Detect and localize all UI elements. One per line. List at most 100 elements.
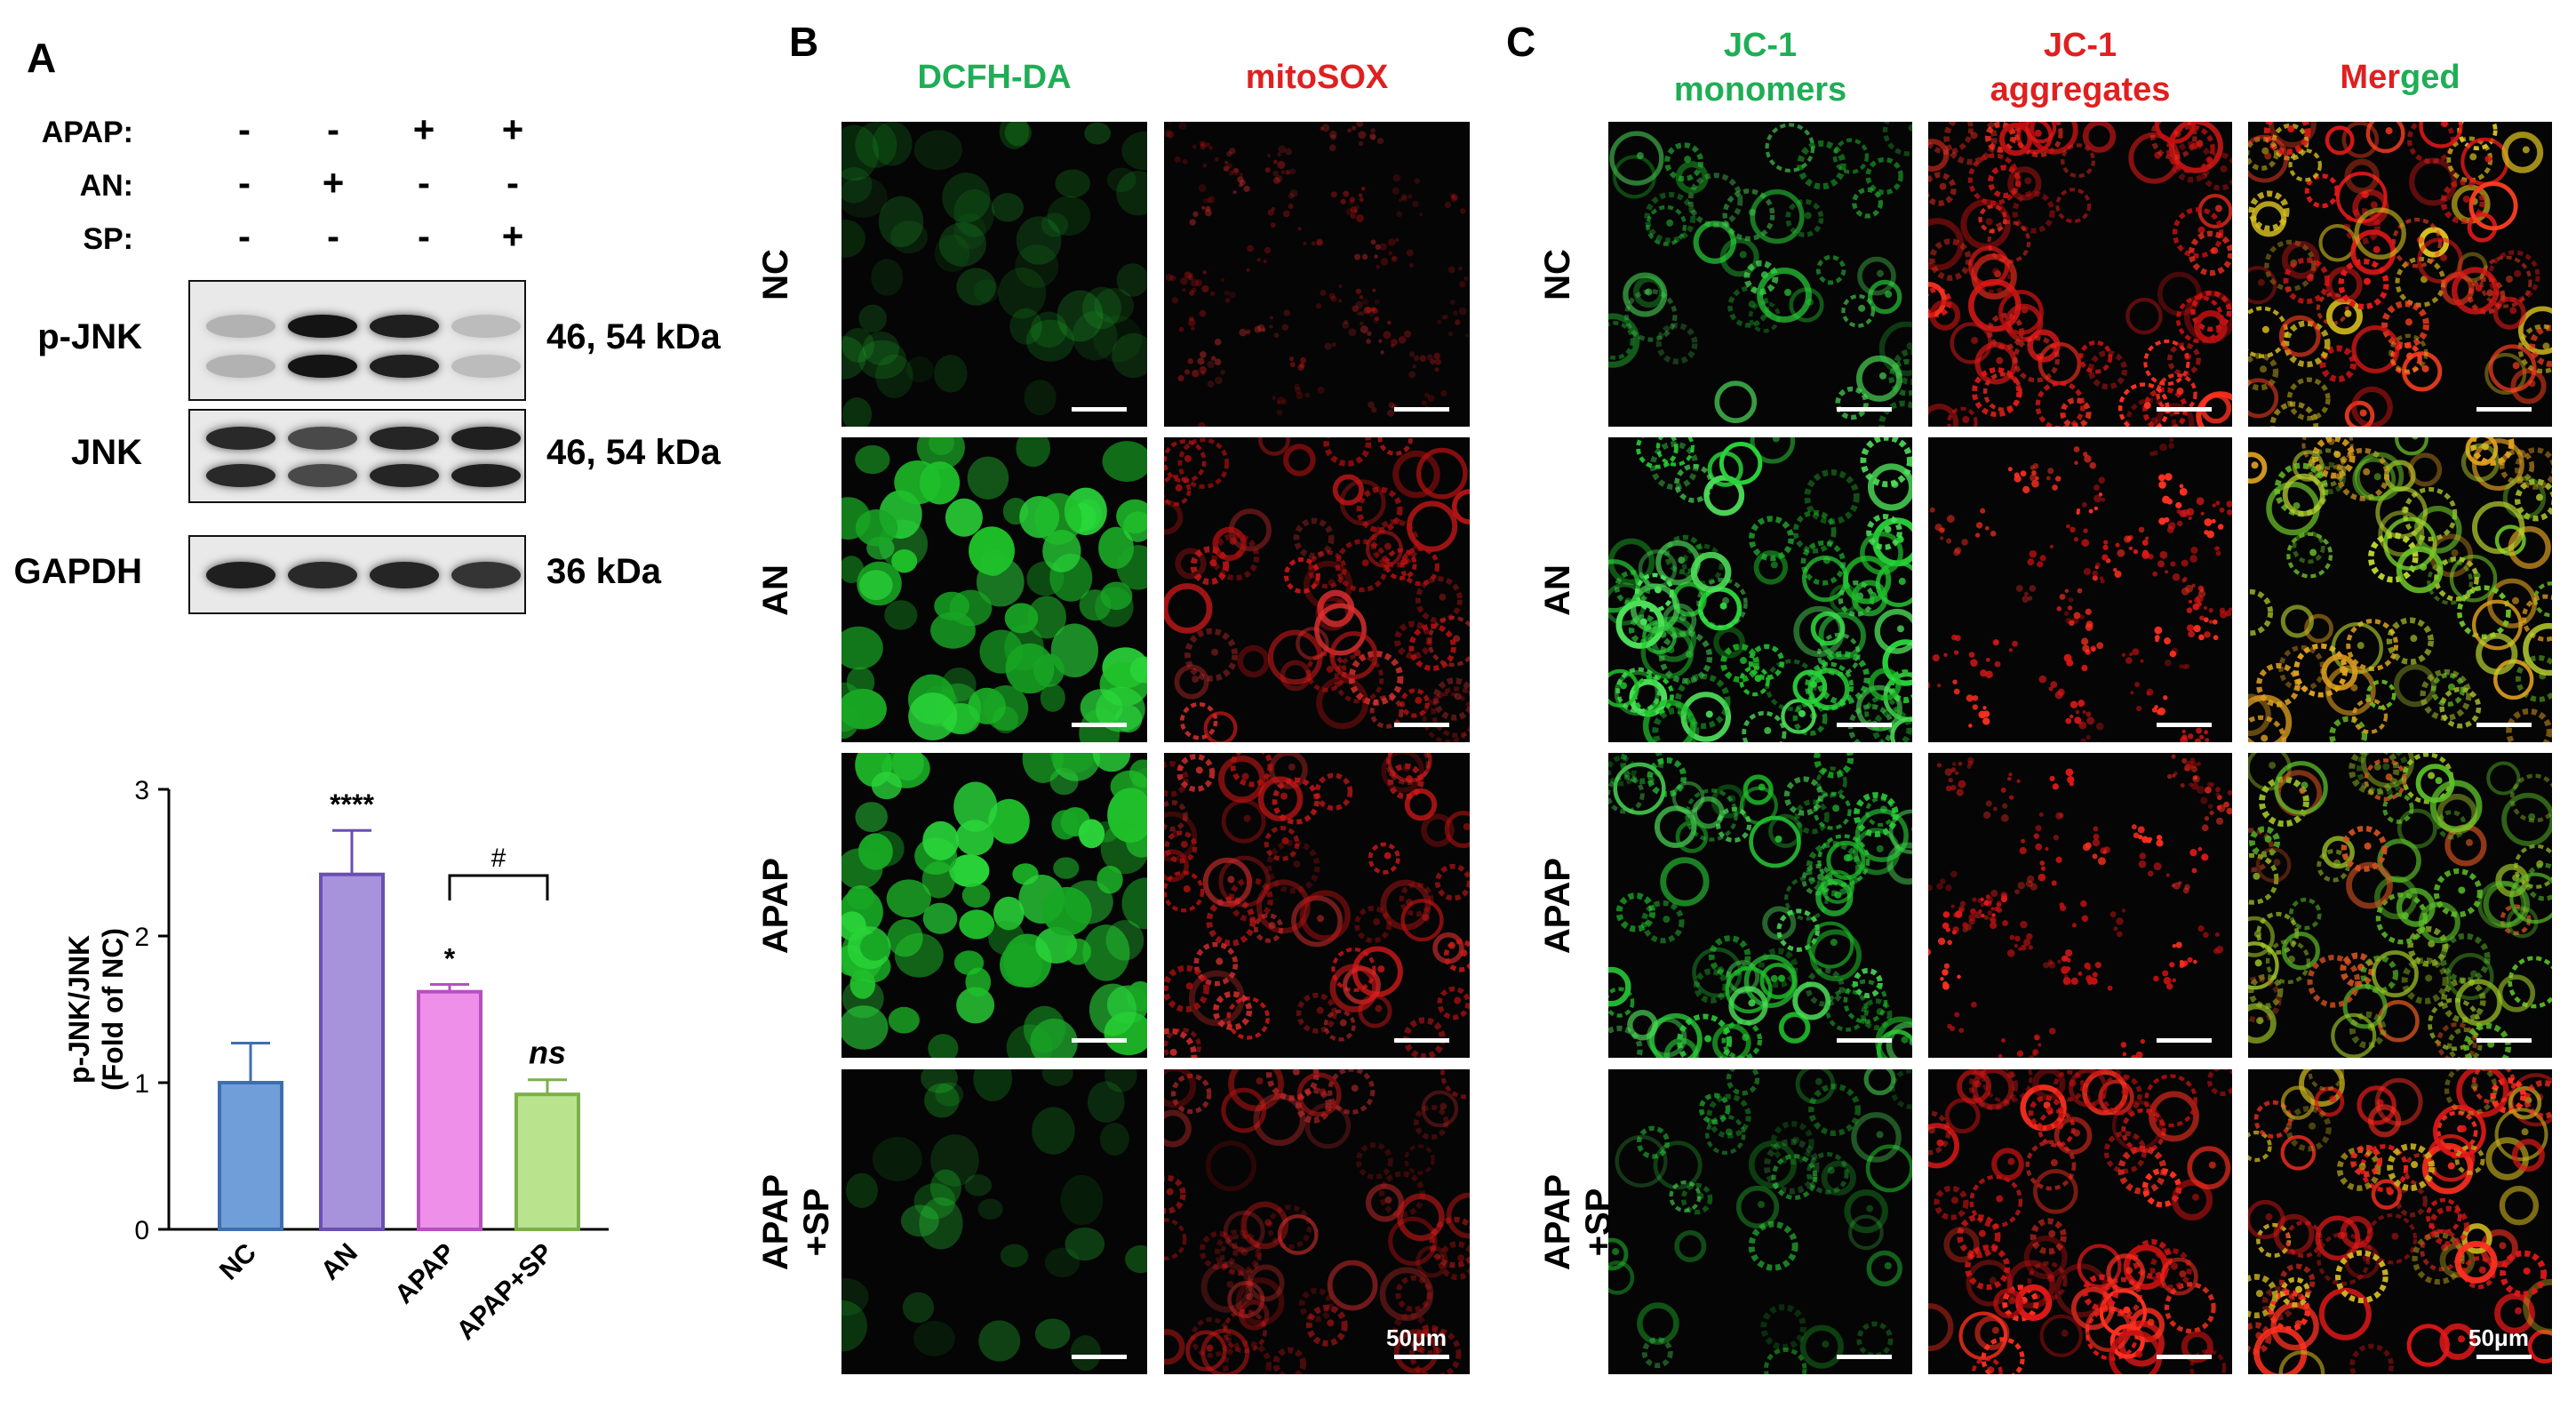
bar [319, 872, 385, 1231]
protein-band [206, 315, 275, 339]
protein-band [288, 426, 357, 450]
condition-label: SP: [83, 222, 133, 256]
panel-b-row-label: AN [755, 519, 844, 661]
row-label-line: APAP [756, 1173, 795, 1270]
jc1-merged-image [2248, 753, 2552, 1058]
comparison-bracket [448, 874, 549, 900]
mitosox-image [1164, 753, 1470, 1058]
protein-band [370, 464, 439, 488]
protein-band [451, 561, 521, 588]
category-label: APAP [389, 1238, 461, 1310]
micrograph-cells [1608, 1069, 1912, 1374]
micrograph-cells [1164, 753, 1470, 1058]
scale-bar [1394, 723, 1449, 727]
scale-bar [1072, 1038, 1127, 1043]
mitosox-image [1164, 122, 1470, 427]
micrograph-cells [1928, 754, 2232, 1058]
jc1-monomers-image [1608, 1069, 1912, 1374]
row-label-line: AN [1538, 564, 1577, 616]
blot-label: GAPDH [13, 551, 142, 591]
micrograph-cells [2248, 753, 2552, 1058]
panel-c-letter: C [1506, 19, 1536, 65]
protein-band [451, 315, 521, 339]
category-label: AN [315, 1238, 363, 1286]
scale-bar [2476, 723, 2532, 727]
jc1-monomers-image [1608, 437, 1912, 742]
scale-bar [2476, 407, 2532, 412]
scale-bar [2157, 407, 2212, 412]
jc1-merged-image: 50μm [2248, 1069, 2552, 1374]
y-axis-label: p-JNK/JNK(Fold of NC) [63, 928, 129, 1091]
scale-bar [1837, 723, 1892, 727]
row-label-line: +SP [797, 1188, 836, 1256]
significance-mark: ns [529, 1035, 566, 1071]
micrograph-cells [841, 1069, 1147, 1372]
scale-bar [1072, 1355, 1127, 1359]
micrograph-cells [841, 437, 1147, 742]
y-tick-label: 0 [134, 1216, 149, 1245]
blot-label: p-JNK [37, 317, 142, 356]
blot-image [188, 409, 526, 503]
scale-bar [1072, 723, 1127, 727]
category-label: NC [214, 1238, 262, 1286]
y-tick-label: 1 [134, 1069, 149, 1099]
protein-band [288, 464, 357, 488]
row-label-line: APAP [1538, 1173, 1577, 1270]
jc1-merged-image [2248, 122, 2552, 427]
bar [218, 1081, 283, 1231]
panel-b-letter: B [789, 19, 819, 65]
condition-sign: + [322, 162, 345, 204]
condition-sign: + [501, 215, 524, 257]
scale-bar [2476, 1355, 2532, 1359]
condition-sign: + [412, 108, 435, 150]
panel-b-row-label: APAP [755, 835, 844, 977]
protein-band [206, 355, 275, 379]
condition-sign: - [238, 108, 251, 150]
row-label-line: NC [1538, 248, 1577, 300]
panel-b-column-header: DCFH-DA [917, 59, 1072, 96]
jc1-aggregates-image [1928, 753, 2232, 1058]
comparison-mark: # [491, 844, 506, 873]
row-label-line: APAP [1538, 857, 1577, 954]
condition-label: AN: [79, 169, 133, 203]
mitosox-image: 50μm [1164, 1069, 1470, 1374]
blot-image [188, 280, 526, 401]
blot-image [188, 535, 526, 614]
panel-b-column-header: mitoSOX [1245, 59, 1389, 96]
protein-band [370, 426, 439, 450]
panel-b-row-label: APAP +SP [755, 1151, 844, 1293]
micrograph-cells [1164, 1069, 1470, 1374]
jc1-merged-image [2248, 437, 2552, 742]
header-line: JC-1 [2043, 27, 2117, 64]
protein-band [451, 426, 521, 450]
scale-bar [1394, 1038, 1449, 1043]
protein-band [288, 561, 357, 588]
micrograph-cells [2248, 437, 2552, 742]
condition-sign: - [418, 215, 430, 257]
jc1-monomers-image [1608, 753, 1912, 1058]
condition-sign: - [238, 162, 251, 204]
condition-sign: - [238, 215, 251, 257]
protein-band [288, 315, 357, 339]
protein-band [206, 561, 275, 588]
micrograph-cells [1928, 1069, 2232, 1374]
jc1-aggregates-image [1928, 437, 2232, 742]
dcfh-da-image [841, 753, 1147, 1058]
panel-b-row-label: NC [755, 204, 844, 346]
micrograph-cells [1928, 437, 2232, 742]
row-label-line: AN [756, 564, 795, 616]
merged-green-part: ged [2400, 59, 2460, 96]
header-line: aggregates [1990, 71, 2171, 108]
protein-band [451, 464, 521, 488]
dcfh-da-image [841, 1069, 1147, 1374]
category-label: APAP+SP [451, 1238, 559, 1346]
panel-c-column-header: JC-1 monomers [1608, 23, 1912, 112]
micrograph-cells [2248, 1069, 2552, 1374]
micrograph-cells [1164, 122, 1470, 427]
scale-bar [2157, 723, 2212, 727]
scale-bar [1072, 407, 1127, 412]
panel-c-merged-header: Merged [2248, 55, 2552, 100]
scale-bar [1837, 1355, 1892, 1359]
blot-size: 36 kDa [546, 551, 661, 591]
protein-band [288, 355, 357, 379]
